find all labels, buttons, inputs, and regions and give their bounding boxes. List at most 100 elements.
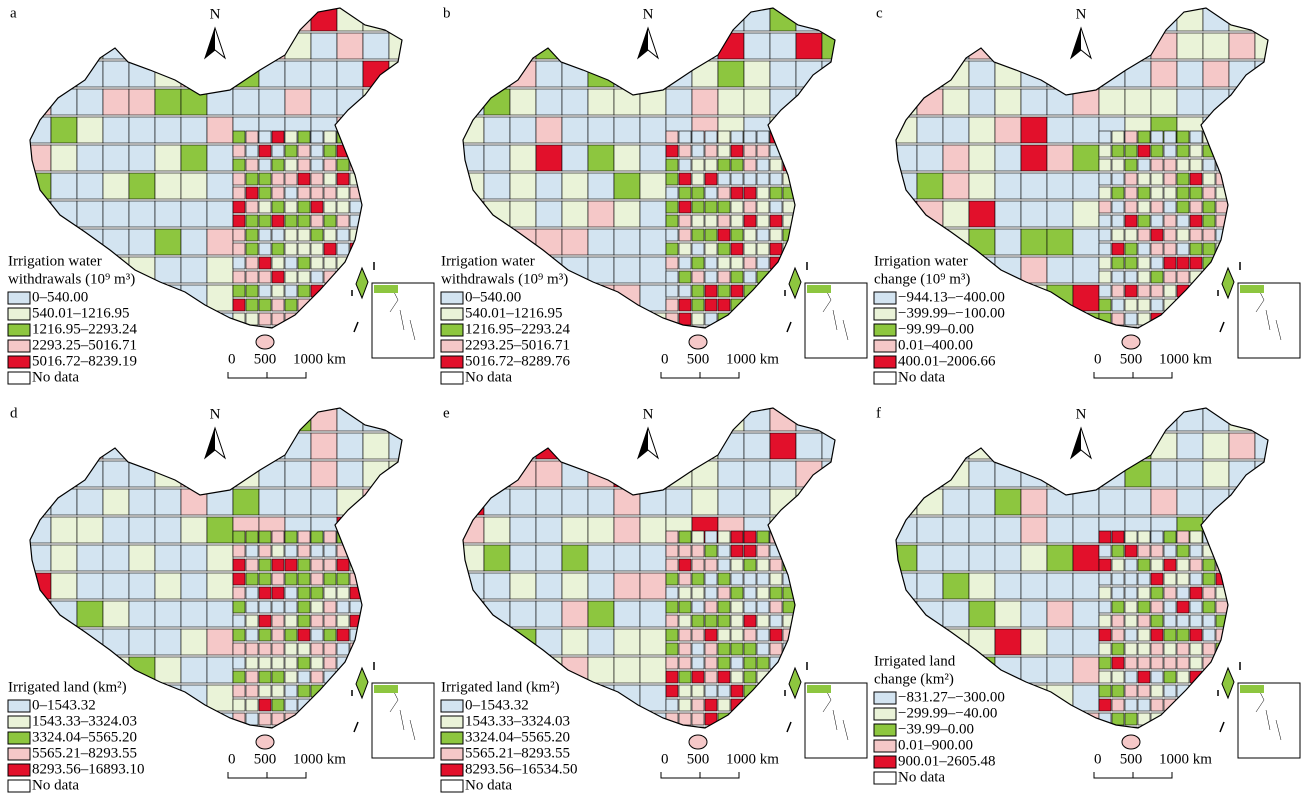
map-region [259, 559, 271, 571]
map-region [1151, 657, 1163, 669]
map-region [1099, 61, 1125, 87]
map-region [376, 257, 388, 269]
map-region [757, 173, 769, 185]
map-region [562, 657, 588, 683]
map-region [298, 327, 310, 339]
map-region [207, 229, 233, 255]
map-region [484, 201, 510, 227]
map-region [796, 545, 808, 557]
map-region [1255, 243, 1267, 255]
map-region [1255, 643, 1267, 655]
map-region [1190, 629, 1202, 641]
map-region [77, 433, 103, 459]
map-region [1190, 215, 1202, 227]
map-region [484, 461, 510, 487]
map-region [324, 187, 336, 199]
map-region [731, 685, 743, 697]
map-region [311, 327, 323, 339]
map-region [1138, 299, 1150, 311]
map-region [770, 643, 782, 655]
map-region [259, 405, 285, 431]
map-region [25, 405, 51, 431]
map-region [51, 629, 77, 655]
map-region [259, 159, 271, 171]
map-region [285, 131, 297, 143]
scale-label: 0 [228, 751, 236, 767]
map-region [666, 159, 678, 171]
map-region [233, 405, 259, 431]
map-region [402, 243, 414, 255]
map-region [822, 461, 848, 487]
map-region [129, 145, 155, 171]
map-region [891, 573, 917, 599]
map-region [809, 257, 821, 269]
map-region [666, 257, 678, 269]
map-region [285, 461, 311, 487]
map-region [1268, 531, 1280, 543]
scale-label: 0 [1094, 351, 1102, 367]
map-region [324, 727, 336, 739]
hainan [1122, 335, 1140, 349]
map-region [285, 173, 297, 185]
map-region [588, 229, 614, 255]
map-region [77, 173, 103, 199]
map-region [1190, 173, 1202, 185]
map-region [155, 201, 181, 227]
map-region [51, 433, 77, 459]
map-region [1229, 657, 1241, 669]
map-region [233, 271, 245, 283]
map-region [181, 461, 207, 487]
legend-swatch [8, 292, 30, 304]
map-region [666, 201, 678, 213]
map-region [943, 201, 969, 227]
map-region [233, 243, 245, 255]
map-region [1112, 173, 1124, 185]
map-region [705, 299, 717, 311]
map-region [376, 559, 388, 571]
map-region [692, 145, 704, 157]
map-region [259, 243, 271, 255]
legend-item: No data [32, 369, 79, 385]
map-region [588, 201, 614, 227]
map-region [402, 271, 414, 283]
legend-title: withdrawals (10⁹ m³) [441, 271, 568, 287]
map-region [640, 461, 666, 487]
map-region [181, 405, 207, 431]
map-region [705, 629, 717, 641]
map-region [285, 489, 311, 515]
map-region [718, 33, 744, 59]
map-region [246, 243, 258, 255]
map-region [1047, 89, 1073, 115]
map-region [389, 643, 401, 655]
map-region [389, 215, 401, 227]
map-region [1099, 327, 1111, 339]
map-region [337, 215, 349, 227]
map-region [835, 159, 847, 171]
map-region [1125, 229, 1137, 241]
map-region [181, 201, 207, 227]
map-region [1255, 559, 1267, 571]
map-region [233, 699, 245, 711]
map-region [1229, 243, 1241, 255]
map-region [285, 405, 311, 431]
map-region [744, 299, 756, 311]
map-region [809, 601, 821, 613]
map-region [1112, 629, 1124, 641]
map-region [298, 643, 310, 655]
map-region [718, 489, 744, 515]
map-region [311, 61, 337, 87]
map-region [363, 433, 389, 459]
map-region [757, 727, 769, 739]
map-region [272, 229, 284, 241]
map-region [1268, 215, 1280, 227]
map-region [233, 187, 245, 199]
map-region [1125, 299, 1137, 311]
map-region [731, 601, 743, 613]
map-region [484, 601, 510, 627]
map-region [337, 643, 349, 655]
legend-item: 1543.33–3324.03 [32, 713, 137, 729]
map-region [995, 145, 1021, 171]
map-region [783, 313, 795, 325]
map-region [458, 573, 484, 599]
map-region [285, 285, 297, 297]
